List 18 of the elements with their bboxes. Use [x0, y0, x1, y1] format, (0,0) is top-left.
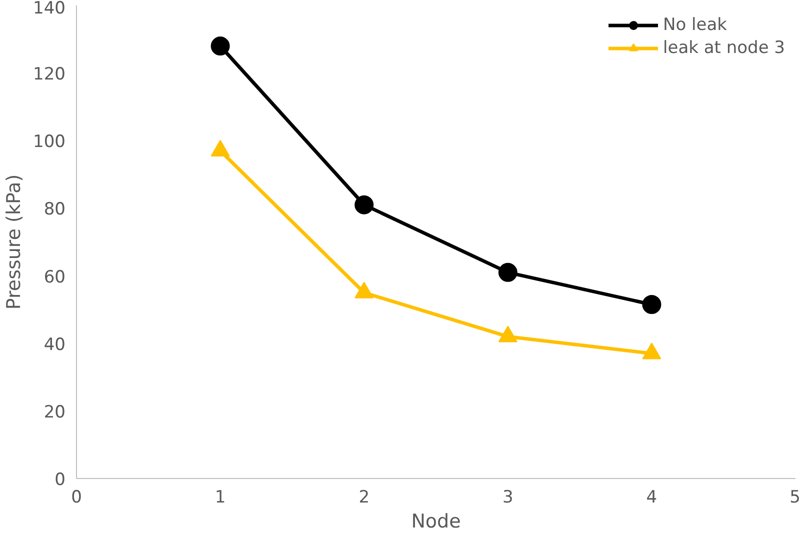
- y-tick-label: 100: [33, 132, 66, 152]
- y-tick-label: 120: [33, 64, 66, 85]
- y-tick-label: 80: [44, 200, 66, 220]
- y-axis-title: Pressure (kPa): [3, 174, 26, 310]
- x-tick-label: 1: [214, 488, 226, 508]
- legend-label: leak at node 3: [663, 38, 785, 58]
- x-axis-title: Node: [411, 510, 461, 532]
- x-tick-label: 5: [790, 488, 801, 508]
- y-tick-label: 20: [44, 402, 66, 422]
- legend-label: No leak: [663, 15, 727, 35]
- x-tick-label: 3: [502, 488, 514, 508]
- y-tick-label: 40: [44, 334, 66, 355]
- x-tick-label: 4: [646, 488, 658, 508]
- y-tick-label: 140: [33, 0, 66, 18]
- y-tick-label: 60: [44, 267, 66, 288]
- x-tick-label: 2: [358, 488, 370, 508]
- y-tick-label: 0: [54, 470, 66, 490]
- x-tick-label: 0: [71, 488, 82, 508]
